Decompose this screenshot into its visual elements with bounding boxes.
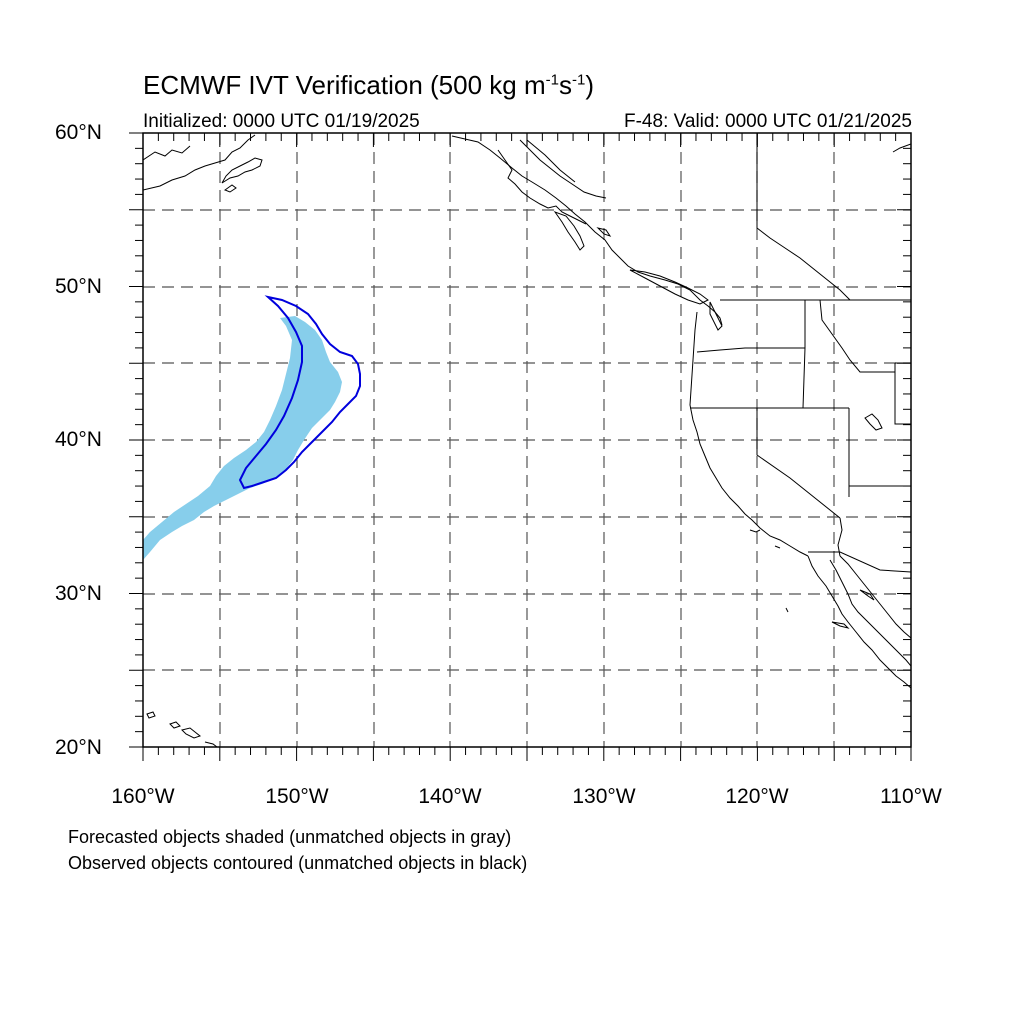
lat-label-40n: 40°N: [55, 428, 102, 451]
political-borders: [526, 133, 911, 573]
coastlines: [143, 134, 911, 747]
lon-label-120w: 120°W: [725, 785, 789, 808]
lon-label-110w: 110°W: [880, 785, 942, 808]
lat-label-50n: 50°N: [55, 275, 102, 298]
forecast-object-shaded: [143, 316, 342, 560]
lat-label-30n: 30°N: [55, 582, 102, 605]
initialized-time: Initialized: 0000 UTC 01/19/2025: [143, 111, 420, 132]
lon-label-150w: 150°W: [265, 785, 329, 808]
lon-label-130w: 130°W: [572, 785, 636, 808]
caption-observed: Observed objects contoured (unmatched ob…: [68, 853, 528, 873]
valid-time: F-48: Valid: 0000 UTC 01/21/2025: [624, 111, 912, 132]
caption-forecast: Forecasted objects shaded (unmatched obj…: [68, 827, 512, 847]
lon-label-140w: 140°W: [418, 785, 482, 808]
lon-label-160w: 160°W: [111, 785, 175, 808]
chart-title: ECMWF IVT Verification (500 kg m-1s-1): [143, 70, 594, 100]
lat-label-20n: 20°N: [55, 736, 102, 759]
lat-label-60n: 60°N: [55, 121, 102, 144]
observed-object-contour: [238, 295, 361, 490]
map-frame: [142, 132, 912, 748]
axis-ticks: [129, 132, 912, 761]
